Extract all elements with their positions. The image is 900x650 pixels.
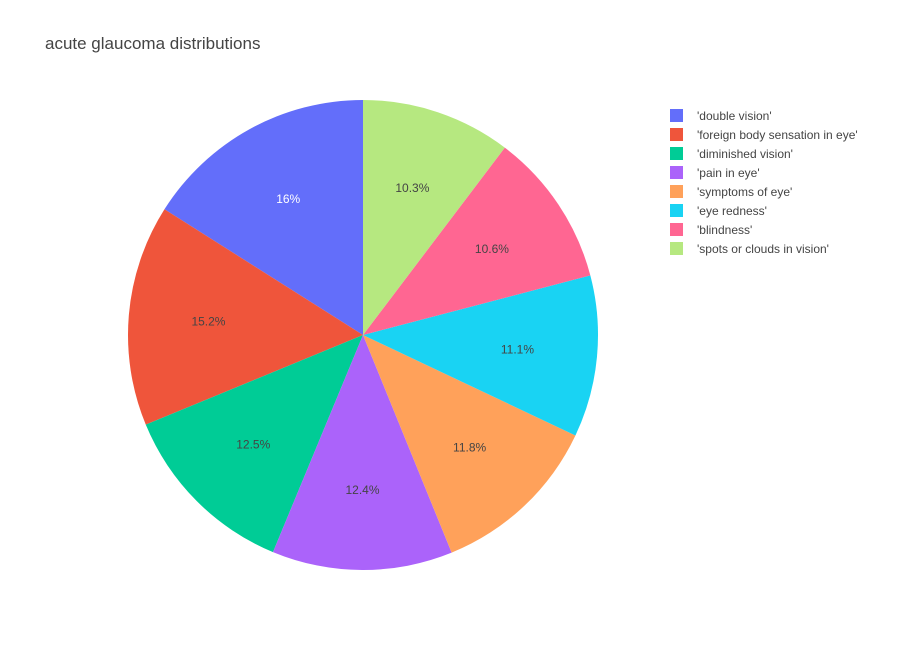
pie-slice[interactable]	[363, 335, 576, 553]
pie-slice[interactable]	[363, 275, 598, 436]
legend-item[interactable]: 'double vision'	[670, 106, 858, 125]
legend-swatch	[670, 147, 683, 160]
legend-swatch	[670, 204, 683, 217]
pie-slice[interactable]	[127, 209, 363, 425]
slice-percent-label: 11.1%	[501, 342, 534, 356]
chart-title: acute glaucoma distributions	[45, 34, 261, 53]
legend-swatch	[670, 128, 683, 141]
legend-item[interactable]: 'eye redness'	[670, 201, 858, 220]
legend-label: 'foreign body sensation in eye'	[697, 127, 858, 142]
legend-label: 'symptoms of eye'	[697, 184, 793, 199]
legend-item[interactable]: 'spots or clouds in vision'	[670, 239, 858, 258]
legend: 'double vision' 'foreign body sensation i…	[670, 106, 858, 258]
slice-percent-label: 15.2%	[191, 315, 225, 329]
legend-item[interactable]: 'diminished vision'	[670, 144, 858, 163]
slice-percent-label: 10.3%	[395, 181, 429, 195]
legend-item[interactable]: 'blindness'	[670, 220, 858, 239]
pie-slice[interactable]	[145, 335, 363, 553]
legend-label: 'spots or clouds in vision'	[697, 241, 829, 256]
slice-percent-label: 10.6%	[475, 242, 509, 256]
legend-swatch	[670, 109, 683, 122]
legend-label: 'eye redness'	[697, 203, 767, 218]
pie-slices	[127, 100, 598, 570]
legend-label: 'diminished vision'	[697, 146, 793, 161]
legend-swatch	[670, 185, 683, 198]
legend-item[interactable]: 'pain in eye'	[670, 163, 858, 182]
legend-swatch	[670, 166, 683, 179]
slice-percent-label: 12.4%	[345, 483, 379, 497]
legend-swatch	[670, 242, 683, 255]
legend-label: 'pain in eye'	[697, 165, 760, 180]
slice-percent-label: 16%	[276, 192, 300, 206]
legend-item[interactable]: 'foreign body sensation in eye'	[670, 125, 858, 144]
pie-slice[interactable]	[363, 100, 505, 335]
legend-label: 'double vision'	[697, 108, 772, 123]
slice-percent-label: 11.8%	[453, 441, 486, 455]
legend-label: 'blindness'	[697, 222, 753, 237]
pie-slice[interactable]	[363, 147, 591, 335]
pie-slice[interactable]	[164, 100, 363, 335]
pie-slice[interactable]	[272, 335, 452, 570]
legend-item[interactable]: 'symptoms of eye'	[670, 182, 858, 201]
pie-slice-labels: 16% 15.2% 12.5% 12.4% 11.8% 11.1% 10.6% 10.3%	[191, 181, 534, 497]
legend-swatch	[670, 223, 683, 236]
slice-percent-label: 12.5%	[236, 438, 270, 452]
